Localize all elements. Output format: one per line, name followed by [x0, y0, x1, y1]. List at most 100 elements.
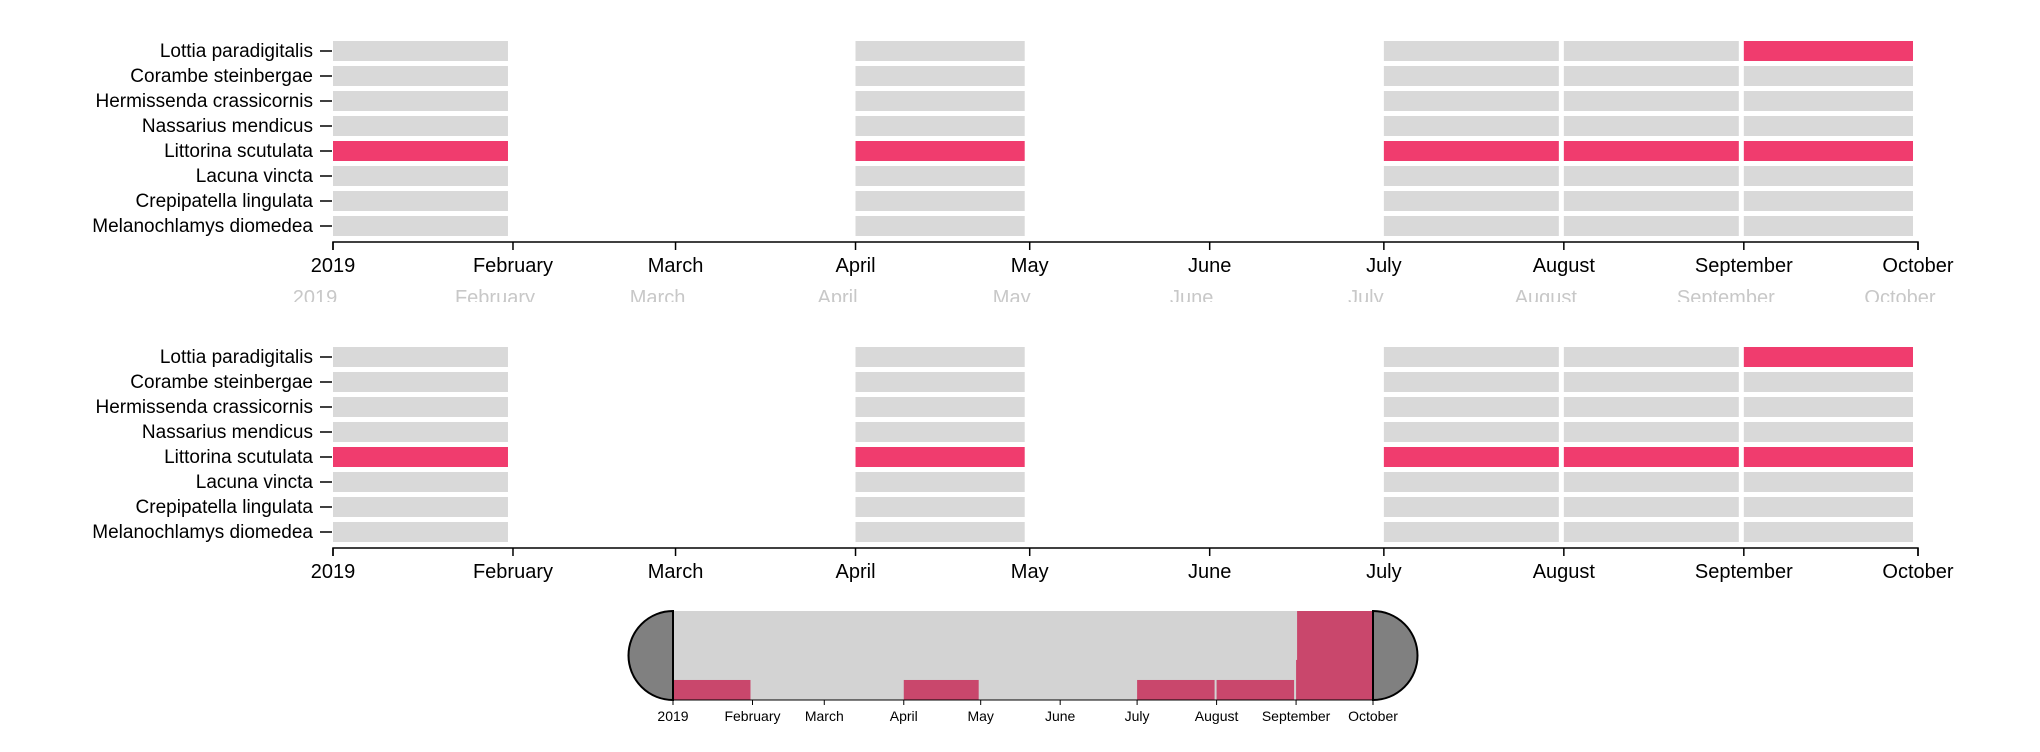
heatmap-panel-1: Lottia paradigitalis Corambe steinbergae H… — [92, 41, 1954, 277]
absence-cell[interactable] — [1383, 191, 1559, 211]
absence-cell[interactable] — [1383, 216, 1559, 236]
presence-cell[interactable] — [855, 447, 1025, 467]
absence-cell[interactable] — [855, 422, 1025, 442]
absence-cell[interactable] — [1743, 66, 1913, 86]
species-label: Lacuna vincta — [196, 472, 314, 493]
absence-cell[interactable] — [1743, 522, 1913, 542]
presence-cell[interactable] — [1743, 447, 1913, 467]
absence-cell[interactable] — [1563, 166, 1739, 186]
absence-cell[interactable] — [855, 41, 1025, 61]
presence-cell[interactable] — [855, 141, 1025, 161]
absence-cell[interactable] — [333, 522, 508, 542]
presence-cell[interactable] — [1563, 141, 1739, 161]
presence-cell[interactable] — [333, 447, 508, 467]
species-label: Littorina scutulata — [164, 447, 313, 468]
absence-cell[interactable] — [333, 116, 508, 136]
species-label: Melanochlamys diomedea — [92, 522, 313, 543]
absence-cell[interactable] — [1383, 422, 1559, 442]
ghost-tick-label: August — [1515, 287, 1578, 309]
absence-cell[interactable] — [333, 397, 508, 417]
absence-cell[interactable] — [1563, 216, 1739, 236]
absence-cell[interactable] — [1563, 422, 1739, 442]
brush-handle-left[interactable] — [627, 609, 674, 702]
absence-cell[interactable] — [1563, 91, 1739, 111]
brush-context[interactable]: 2019 February March April May June July August S… — [627, 609, 1419, 724]
absence-cell[interactable] — [1563, 497, 1739, 517]
x-tick-label: April — [836, 561, 876, 583]
ghost-tick-label: July — [1348, 287, 1384, 309]
brush-presence-bar — [903, 679, 979, 700]
absence-cell[interactable] — [1383, 66, 1559, 86]
absence-cell[interactable] — [333, 422, 508, 442]
ghost-tick-label: 2019 — [293, 287, 338, 309]
absence-cell[interactable] — [855, 166, 1025, 186]
absence-cell[interactable] — [1563, 347, 1739, 367]
absence-cell[interactable] — [855, 116, 1025, 136]
brush-presence-bar — [673, 679, 751, 700]
absence-cell[interactable] — [855, 372, 1025, 392]
absence-cell[interactable] — [333, 91, 508, 111]
absence-cell[interactable] — [1563, 116, 1739, 136]
absence-cell[interactable] — [1383, 372, 1559, 392]
absence-cell[interactable] — [855, 66, 1025, 86]
absence-cell[interactable] — [1563, 472, 1739, 492]
absence-cell[interactable] — [1743, 397, 1913, 417]
absence-cell[interactable] — [855, 347, 1025, 367]
absence-cell[interactable] — [1743, 372, 1913, 392]
absence-cell[interactable] — [1383, 91, 1559, 111]
presence-cell[interactable] — [1743, 347, 1913, 367]
absence-cell[interactable] — [1563, 397, 1739, 417]
absence-cell[interactable] — [1563, 522, 1739, 542]
presence-cell[interactable] — [1563, 447, 1739, 467]
absence-cell[interactable] — [1743, 166, 1913, 186]
brush-handle-right[interactable] — [1372, 609, 1419, 702]
absence-cell[interactable] — [1383, 397, 1559, 417]
absence-cell[interactable] — [333, 166, 508, 186]
absence-cell[interactable] — [1563, 66, 1739, 86]
x-tick-label: September — [1695, 255, 1793, 277]
absence-cell[interactable] — [1383, 41, 1559, 61]
species-label: Lottia paradigitalis — [160, 41, 313, 62]
absence-cell[interactable] — [333, 41, 508, 61]
presence-cell[interactable] — [333, 141, 508, 161]
absence-cell[interactable] — [1383, 347, 1559, 367]
absence-cell[interactable] — [1743, 116, 1913, 136]
absence-cell[interactable] — [1563, 191, 1739, 211]
absence-cell[interactable] — [1563, 41, 1739, 61]
absence-cell[interactable] — [855, 397, 1025, 417]
presence-cell[interactable] — [1743, 41, 1913, 61]
absence-cell[interactable] — [333, 191, 508, 211]
absence-cell[interactable] — [1383, 522, 1559, 542]
absence-cell[interactable] — [333, 216, 508, 236]
absence-cell[interactable] — [855, 216, 1025, 236]
absence-cell[interactable] — [1743, 497, 1913, 517]
presence-cell[interactable] — [1743, 141, 1913, 161]
brush-x-tick-label: August — [1195, 708, 1239, 724]
absence-cell[interactable] — [333, 372, 508, 392]
ghost-tick-label: October — [1864, 287, 1935, 309]
absence-cell[interactable] — [1743, 216, 1913, 236]
absence-cell[interactable] — [333, 497, 508, 517]
absence-cell[interactable] — [855, 191, 1025, 211]
absence-cell[interactable] — [333, 472, 508, 492]
x-tick-label: 2019 — [311, 255, 356, 277]
brush-highlight-month[interactable] — [1297, 611, 1372, 700]
absence-cell[interactable] — [1743, 91, 1913, 111]
presence-cell[interactable] — [1383, 141, 1559, 161]
absence-cell[interactable] — [1383, 166, 1559, 186]
absence-cell[interactable] — [855, 522, 1025, 542]
heatmap-panel-2: Lottia paradigitalis Corambe steinbergae H… — [92, 347, 1954, 583]
absence-cell[interactable] — [855, 472, 1025, 492]
presence-cell[interactable] — [1383, 447, 1559, 467]
absence-cell[interactable] — [333, 66, 508, 86]
absence-cell[interactable] — [855, 497, 1025, 517]
absence-cell[interactable] — [1383, 497, 1559, 517]
absence-cell[interactable] — [855, 91, 1025, 111]
absence-cell[interactable] — [1383, 116, 1559, 136]
absence-cell[interactable] — [1743, 422, 1913, 442]
absence-cell[interactable] — [1563, 372, 1739, 392]
absence-cell[interactable] — [333, 347, 508, 367]
absence-cell[interactable] — [1743, 191, 1913, 211]
absence-cell[interactable] — [1383, 472, 1559, 492]
absence-cell[interactable] — [1743, 472, 1913, 492]
